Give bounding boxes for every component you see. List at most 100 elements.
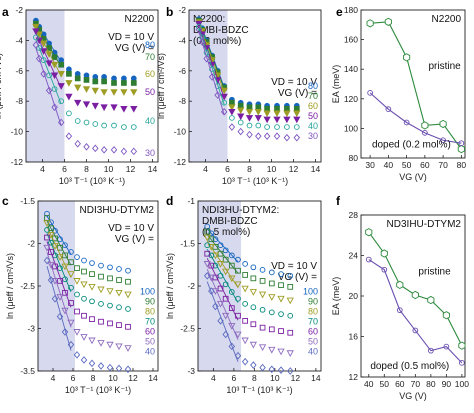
data-point <box>396 280 404 289</box>
y-tick-label: -3.5 <box>20 366 35 376</box>
fit-line <box>46 252 72 328</box>
data-point <box>264 105 270 112</box>
data-point <box>241 357 249 366</box>
data-point <box>35 54 43 63</box>
x-tick-label: 4 <box>51 373 56 383</box>
data-point <box>130 124 137 130</box>
data-point <box>245 115 254 122</box>
data-point <box>83 77 90 83</box>
data-point <box>287 312 294 319</box>
data-point <box>287 329 294 336</box>
series-label: 40 <box>145 347 155 357</box>
data-point <box>284 105 290 112</box>
data-point <box>367 90 373 96</box>
data-point <box>89 298 95 305</box>
data-point <box>56 254 64 261</box>
series-label: 40 <box>308 121 318 131</box>
data-point <box>121 75 127 82</box>
data-point <box>234 331 242 339</box>
data-point <box>204 228 211 235</box>
series-40: 40 <box>196 23 318 131</box>
data-point <box>88 337 96 345</box>
data-point <box>92 144 99 153</box>
data-point <box>68 300 74 306</box>
data-point <box>365 256 372 263</box>
chart-title: ND3IHU-DTYM2 <box>387 219 462 230</box>
data-point <box>88 284 96 291</box>
data-point <box>40 57 47 64</box>
y-tick-label: -3 <box>27 324 35 334</box>
data-point <box>222 281 229 288</box>
data-point <box>47 276 55 284</box>
series-line <box>369 92 462 144</box>
data-point <box>67 271 75 278</box>
data-point <box>107 275 113 282</box>
data-point <box>130 80 137 86</box>
data-point <box>110 89 118 96</box>
data-point <box>74 75 81 82</box>
data-point <box>203 234 211 242</box>
data-point <box>43 220 51 227</box>
data-point <box>258 291 267 299</box>
data-point <box>52 263 58 270</box>
data-point <box>263 110 271 118</box>
data-point <box>124 365 132 374</box>
data-point <box>107 264 113 271</box>
data-point <box>74 308 80 315</box>
data-point <box>237 119 244 126</box>
data-point <box>39 48 48 55</box>
y-tick-label: -2 <box>178 5 186 15</box>
series-label: 70 <box>308 91 318 101</box>
data-point <box>228 104 236 112</box>
series-40: 40 <box>43 256 155 374</box>
series-40: 40 <box>33 34 155 130</box>
data-point <box>45 60 53 68</box>
data-point <box>268 326 275 333</box>
data-point <box>287 284 294 290</box>
data-point <box>412 327 419 334</box>
data-point <box>57 118 65 127</box>
data-point <box>61 307 69 315</box>
data-point <box>278 271 284 277</box>
data-point <box>381 266 388 273</box>
data-point <box>91 102 99 110</box>
data-point <box>457 145 465 154</box>
data-point <box>228 252 235 259</box>
data-point <box>204 242 211 249</box>
data-point <box>50 72 59 80</box>
data-point <box>66 110 72 117</box>
data-point <box>245 108 254 116</box>
series-label: 40 <box>308 347 318 357</box>
data-point <box>214 91 221 99</box>
series-doped (0.2 mol%): doped (0.2 mol%) <box>367 90 465 151</box>
data-point <box>48 239 54 246</box>
y-tick-label: 16 <box>349 332 359 342</box>
x-tick-label: 14 <box>311 373 321 383</box>
data-point <box>110 104 118 112</box>
data-point <box>40 70 47 78</box>
panel-d: d 4 6 8 10 12 14 -3 -2.5 -2 -1.5 -1 10³ T⁻¹ (10³ K⁻¹… <box>165 194 322 395</box>
x-tick-label: 10 <box>267 164 277 174</box>
data-point <box>237 113 245 121</box>
x-tick-label: 80 <box>457 160 467 170</box>
series-40: 40 <box>203 271 318 375</box>
series-label: 60 <box>308 327 318 337</box>
data-point <box>207 274 215 282</box>
x-tick-label: 40 <box>384 160 394 170</box>
plot-frame <box>188 9 322 163</box>
x-tick-label: 10 <box>108 373 118 383</box>
data-point <box>130 105 138 113</box>
data-point <box>443 343 450 350</box>
data-point <box>222 312 230 320</box>
data-point <box>39 40 48 48</box>
series-label: 70 <box>145 317 155 327</box>
data-point <box>80 356 88 364</box>
data-point <box>203 271 211 280</box>
data-point <box>254 115 262 122</box>
data-point <box>287 367 294 375</box>
data-point <box>80 334 88 341</box>
annotation: VG (V) = <box>278 88 317 99</box>
y-tick-label: -4 <box>178 35 186 45</box>
data-point <box>81 268 87 275</box>
data-point <box>51 294 59 303</box>
